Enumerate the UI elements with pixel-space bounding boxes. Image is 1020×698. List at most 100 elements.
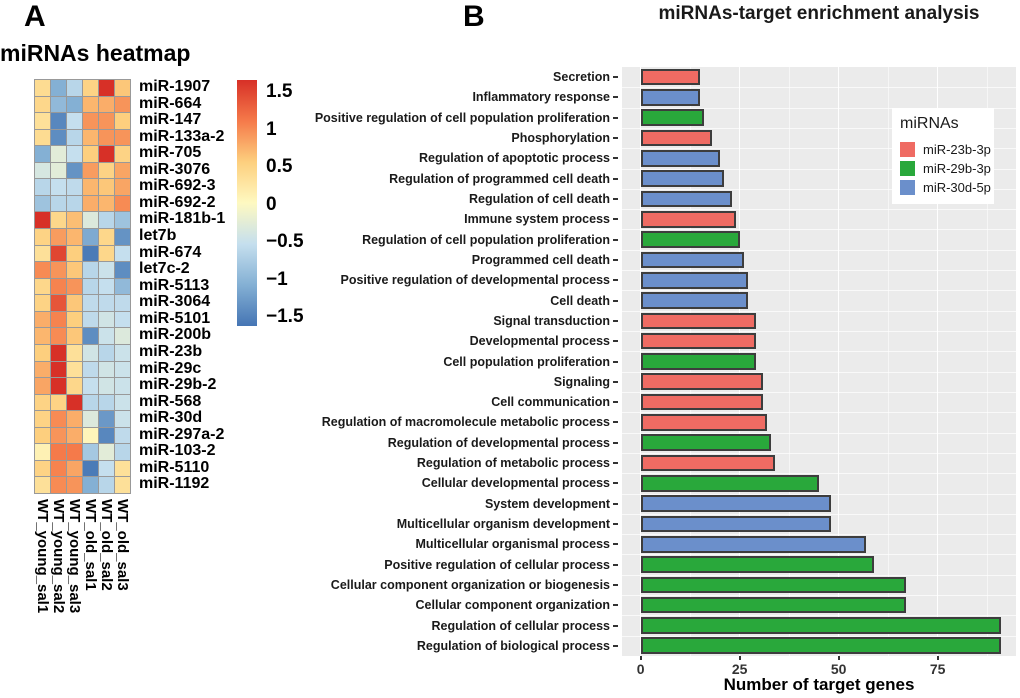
y-tick-mark — [613, 624, 618, 627]
bar-chart-title: miRNAs-target enrichment analysis — [658, 3, 980, 24]
bar — [640, 251, 744, 269]
heatmap-cell — [35, 411, 50, 427]
bar-category-label: Programmed cell death — [471, 252, 610, 267]
bar — [640, 332, 756, 350]
bar-category-label: Signaling — [553, 374, 610, 389]
heatmap-cell — [51, 162, 66, 179]
panel-b-label: B — [463, 0, 485, 33]
heatmap-cell — [51, 195, 66, 212]
heatmap-row-label: miR-568 — [139, 392, 202, 410]
bar-category-label: Regulation of metabolic process — [416, 456, 610, 471]
bar-category-label: Regulation of macromolecule metabolic pr… — [321, 415, 610, 430]
y-tick-mark — [613, 441, 618, 444]
heatmap-cell — [35, 146, 50, 162]
bar-category-label: Cell population proliferation — [443, 354, 610, 369]
heatmap-cell — [51, 96, 66, 113]
bar-category-label: Cellular developmental process — [421, 476, 610, 491]
colorbar-tick-label: −0.5 — [266, 231, 304, 252]
bar-category-label: Signal transduction — [493, 313, 610, 328]
heatmap-cell — [67, 378, 82, 394]
heatmap-cell — [51, 129, 66, 146]
heatmap-cell — [115, 245, 130, 262]
heatmap-cell — [67, 361, 82, 378]
x-tick-label: 0 — [636, 661, 645, 677]
heatmap-cell — [67, 229, 82, 245]
heatmap-cell — [115, 229, 130, 245]
heatmap-row-label: miR-297a-2 — [139, 425, 225, 443]
bar — [640, 475, 819, 492]
heatmap-row-label: miR-3064 — [139, 293, 211, 311]
heatmap-cell — [67, 245, 82, 262]
heatmap-grid — [34, 79, 131, 494]
heatmap-cell — [67, 427, 82, 444]
heatmap-title: miRNAs heatmap — [0, 40, 191, 66]
heatmap-cell — [35, 394, 50, 411]
gridline-horizontal — [622, 168, 1016, 170]
heatmap-cell — [99, 162, 114, 179]
heatmap-cell — [99, 361, 114, 378]
heatmap-cell — [83, 129, 98, 146]
bar — [640, 495, 831, 512]
bar — [640, 373, 764, 391]
bar — [640, 210, 736, 228]
heatmap-cell — [83, 179, 98, 195]
y-tick-mark — [613, 116, 618, 119]
heatmap-cell — [83, 212, 98, 229]
y-tick-mark — [613, 157, 618, 160]
y-tick-mark — [613, 279, 618, 282]
gridline-horizontal — [622, 391, 1016, 393]
heatmap-cell — [115, 311, 130, 328]
heatmap-cell — [99, 229, 114, 245]
heatmap-cell — [115, 411, 130, 427]
heatmap-cell — [35, 113, 50, 129]
heatmap-cell — [115, 394, 130, 411]
heatmap-cell — [35, 295, 50, 311]
heatmap-colorbar — [237, 80, 257, 326]
heatmap-cell — [99, 195, 114, 212]
bar — [640, 109, 705, 127]
heatmap-cell — [115, 477, 130, 493]
heatmap-cell — [51, 311, 66, 328]
bar-category-label: Regulation of cell population proliferat… — [362, 232, 610, 247]
bar-category-label: Regulation of cell death — [469, 192, 610, 207]
y-tick-mark — [613, 218, 618, 221]
x-tick-mark — [738, 656, 741, 660]
x-tick-mark — [837, 656, 840, 660]
legend-swatch — [900, 180, 915, 195]
heatmap-cell — [115, 262, 130, 278]
heatmap-cell — [115, 344, 130, 361]
gridline-horizontal — [622, 615, 1016, 617]
gridline-horizontal — [622, 493, 1016, 495]
heatmap-cell — [35, 245, 50, 262]
y-tick-mark — [613, 299, 618, 302]
gridline-horizontal — [622, 229, 1016, 231]
bar — [640, 190, 732, 208]
bar-category-label: Cell communication — [491, 395, 610, 410]
heatmap-cell — [99, 427, 114, 444]
heatmap-row-label: miR-692-2 — [139, 193, 216, 211]
heatmap-cell — [67, 444, 82, 460]
heatmap-cell — [99, 113, 114, 129]
heatmap-row-label: miR-705 — [139, 144, 202, 162]
gridline-horizontal — [622, 513, 1016, 515]
y-tick-mark — [613, 340, 618, 343]
heatmap-cell — [83, 262, 98, 278]
heatmap-cell — [99, 378, 114, 394]
heatmap-cell — [115, 195, 130, 212]
bar — [640, 515, 831, 533]
heatmap-row-label: miR-29b-2 — [139, 376, 217, 394]
x-tick-mark — [639, 656, 642, 660]
gridline-horizontal — [622, 473, 1016, 475]
bar — [640, 576, 906, 594]
bar — [640, 535, 867, 553]
heatmap-row-label: miR-674 — [139, 243, 202, 261]
heatmap-cell — [83, 195, 98, 212]
heatmap-cell — [99, 212, 114, 229]
y-tick-mark — [613, 360, 618, 363]
gridline-horizontal — [622, 87, 1016, 89]
heatmap-row-label: miR-29c — [139, 359, 202, 377]
gridline-horizontal — [622, 595, 1016, 597]
y-tick-mark — [613, 522, 618, 525]
heatmap-cell — [99, 295, 114, 311]
gridline-horizontal — [622, 331, 1016, 333]
